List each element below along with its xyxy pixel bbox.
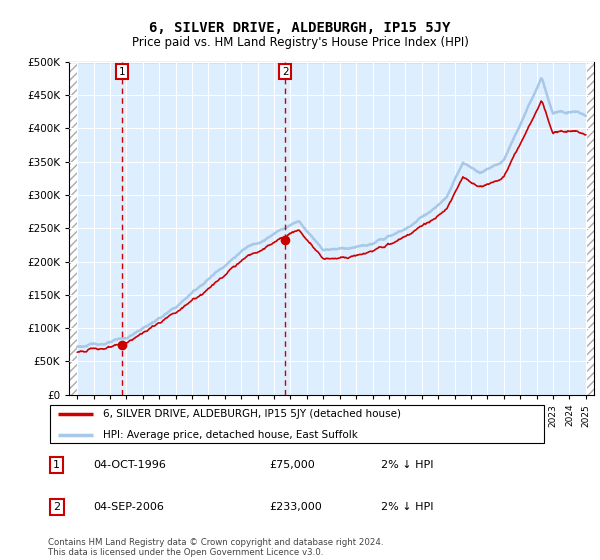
- Bar: [586, 62, 594, 395]
- Text: 04-OCT-1996: 04-OCT-1996: [93, 460, 166, 470]
- Text: 1: 1: [119, 67, 125, 77]
- Text: 1: 1: [53, 460, 60, 470]
- Text: Contains HM Land Registry data © Crown copyright and database right 2024.
This d: Contains HM Land Registry data © Crown c…: [48, 538, 383, 557]
- Text: 2: 2: [53, 502, 61, 512]
- Text: £233,000: £233,000: [270, 502, 323, 512]
- Text: 2: 2: [282, 67, 289, 77]
- Bar: [69, 62, 77, 395]
- Text: £75,000: £75,000: [270, 460, 316, 470]
- Text: 04-SEP-2006: 04-SEP-2006: [93, 502, 164, 512]
- FancyBboxPatch shape: [50, 405, 544, 443]
- Text: HPI: Average price, detached house, East Suffolk: HPI: Average price, detached house, East…: [103, 430, 358, 440]
- Text: Price paid vs. HM Land Registry's House Price Index (HPI): Price paid vs. HM Land Registry's House …: [131, 36, 469, 49]
- Text: 2% ↓ HPI: 2% ↓ HPI: [380, 460, 433, 470]
- Text: 6, SILVER DRIVE, ALDEBURGH, IP15 5JY (detached house): 6, SILVER DRIVE, ALDEBURGH, IP15 5JY (de…: [103, 409, 401, 419]
- Text: 2% ↓ HPI: 2% ↓ HPI: [380, 502, 433, 512]
- Text: 6, SILVER DRIVE, ALDEBURGH, IP15 5JY: 6, SILVER DRIVE, ALDEBURGH, IP15 5JY: [149, 21, 451, 35]
